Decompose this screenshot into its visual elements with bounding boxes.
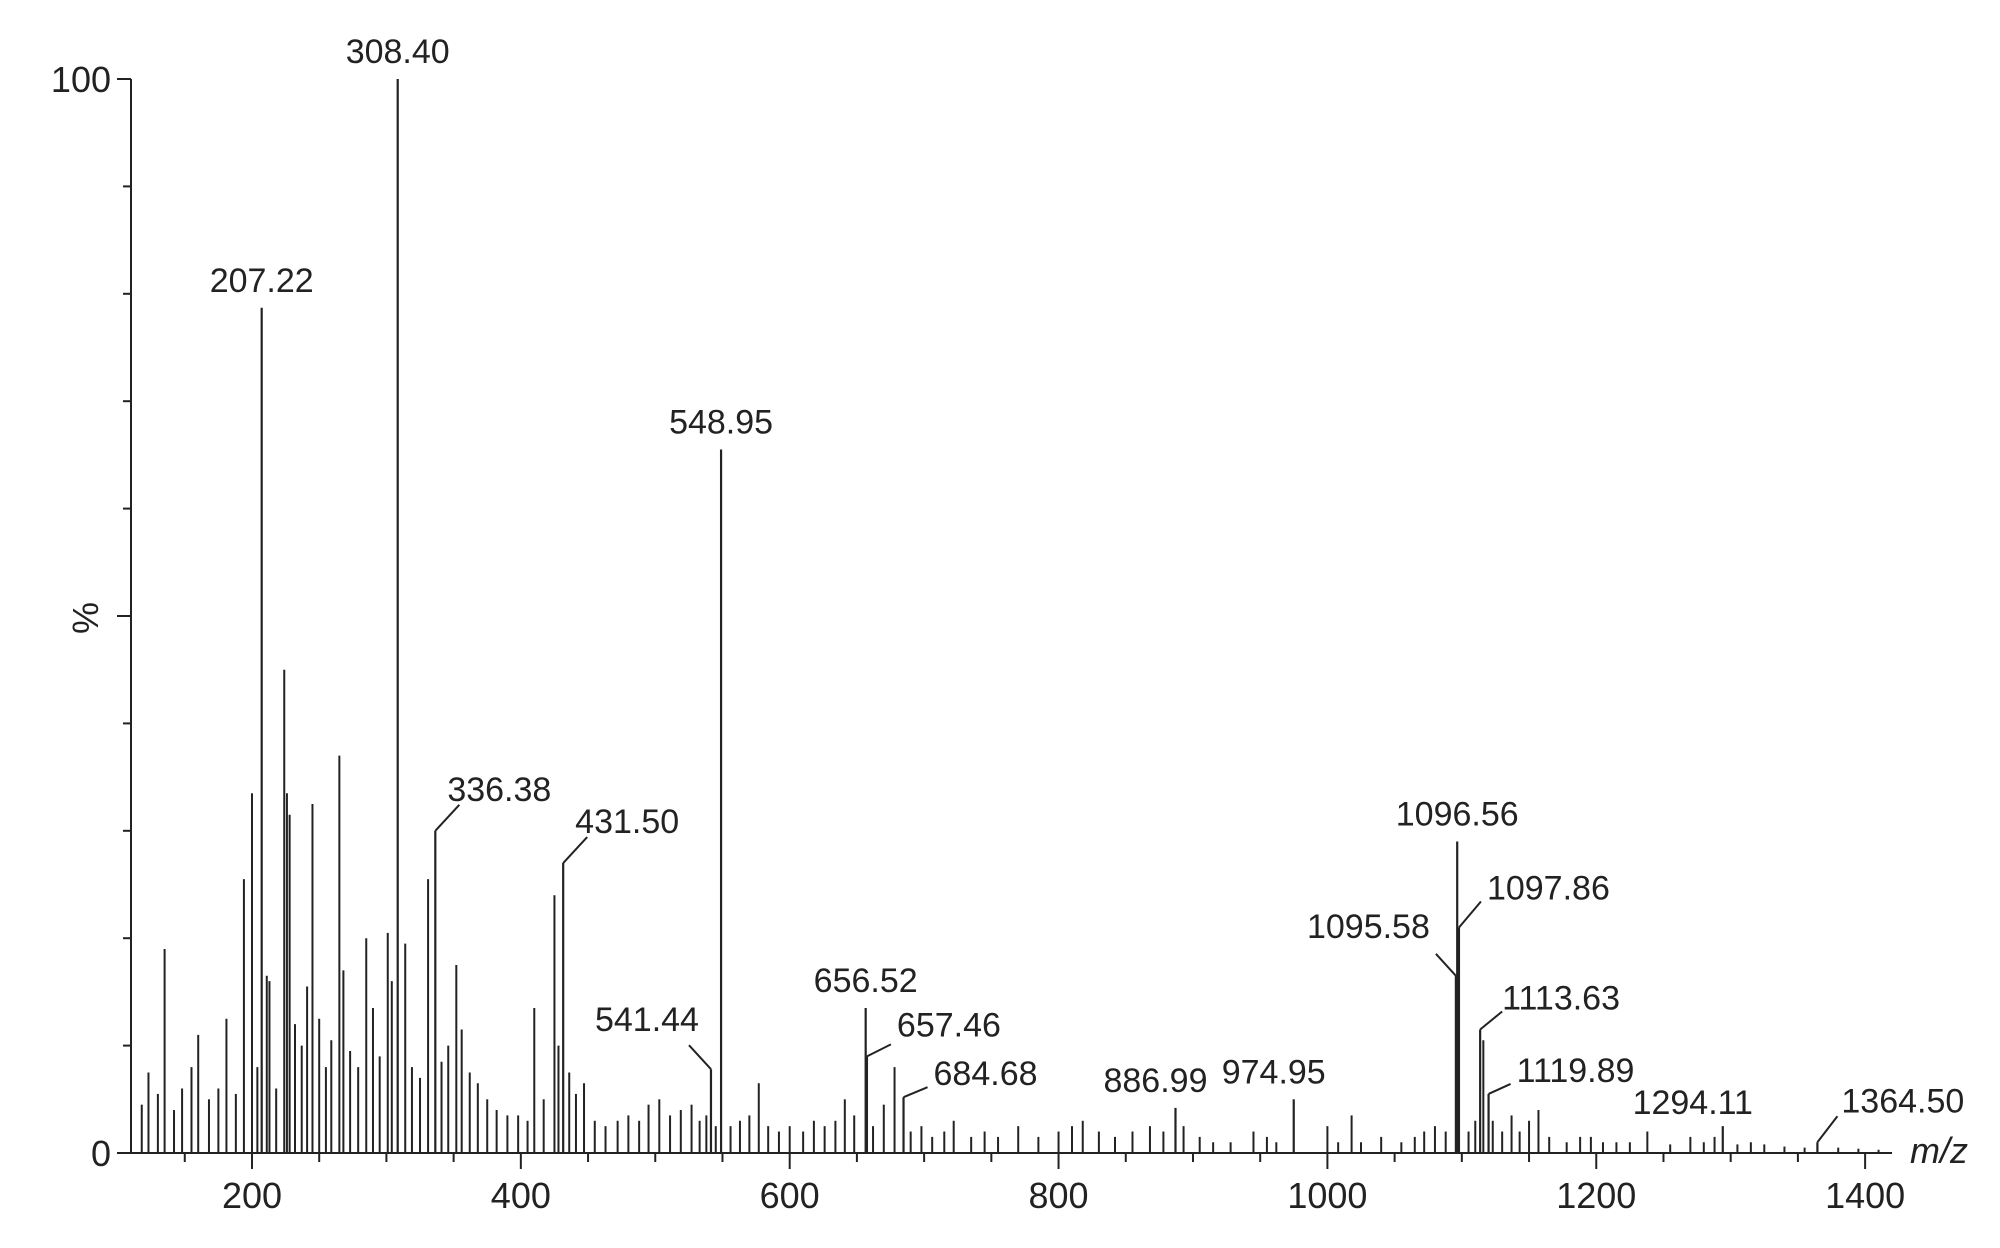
x-tick-label: 1200: [1556, 1175, 1636, 1216]
peak-label-leader: [1816, 1115, 1839, 1143]
x-axis-label: m/z: [1910, 1130, 1968, 1171]
peak-label-leader: [688, 1044, 712, 1070]
peak-label-leader: [562, 836, 588, 864]
axes-group: 0 100 200 400 600 800 1000 1200 1400: [51, 59, 1905, 1216]
peak-label: 431.50: [575, 803, 679, 841]
peak-label-leader: [1488, 1083, 1511, 1095]
x-tick-label: 800: [1029, 1175, 1089, 1216]
peak-label-leader: [434, 804, 461, 832]
x-tick-label: 200: [222, 1175, 282, 1216]
peak-label-leader: [903, 1086, 928, 1099]
peak-label: 657.46: [897, 1006, 1001, 1044]
peaks-group: [140, 79, 1880, 1153]
peak-label-leader: [866, 1043, 892, 1058]
peak-label-leader: [1435, 953, 1457, 977]
peak-label: 684.68: [934, 1055, 1038, 1093]
peak-label: 656.52: [814, 962, 918, 1000]
y-tick-label: 0: [91, 1133, 111, 1174]
y-tick-label: 100: [51, 59, 111, 100]
x-tick-label: 600: [760, 1175, 820, 1216]
peak-label: 548.95: [669, 404, 773, 442]
x-tick-label: 1400: [1825, 1175, 1905, 1216]
y-axis-label: %: [65, 602, 106, 634]
peak-label: 541.44: [595, 1001, 699, 1039]
peak-labels-group: 207.22 308.40 336.38 431.50 541.44 548.95 656.…: [210, 33, 1964, 1143]
peak-label: 207.22: [210, 262, 314, 300]
peak-label: 1113.63: [1502, 979, 1620, 1017]
x-tick-label: 400: [491, 1175, 551, 1216]
peak-label: 1095.58: [1307, 908, 1430, 946]
peak-label: 1119.89: [1517, 1052, 1635, 1090]
peak-label-leader: [1479, 1010, 1503, 1031]
peak-label: 308.40: [346, 33, 450, 71]
x-tick-label: 1000: [1287, 1175, 1367, 1216]
peak-label: 1294.11: [1633, 1084, 1753, 1122]
peak-label: 1096.56: [1396, 796, 1519, 834]
peak-label: 336.38: [447, 771, 551, 809]
peak-label-leader: [1458, 900, 1482, 929]
peak-label: 886.99: [1103, 1062, 1207, 1100]
peak-label: 1364.50: [1841, 1082, 1964, 1120]
peak-label: 974.95: [1222, 1053, 1326, 1091]
peak-label: 1097.86: [1487, 869, 1610, 907]
